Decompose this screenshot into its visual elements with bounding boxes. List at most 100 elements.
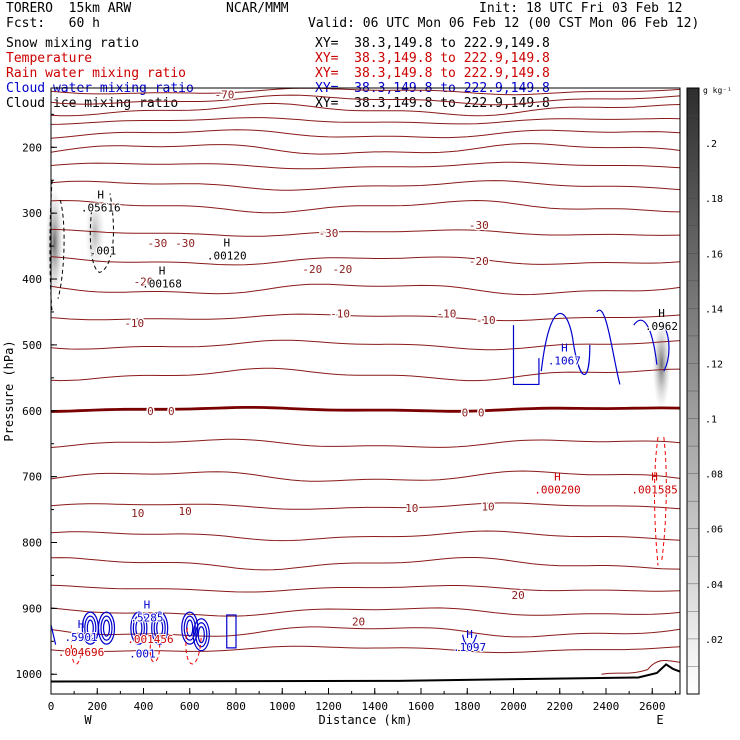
x-tick-label: 800 [226, 700, 246, 713]
valid-time: Valid: 06 UTC Mon 06 Feb 12 (00 CST Mon … [308, 16, 700, 31]
max-value-label: .05616 [81, 202, 121, 215]
isotherm-line [50, 129, 681, 139]
isotherm-line [50, 199, 681, 214]
isotherm-line [50, 228, 681, 237]
cloud-water-contour [192, 618, 210, 652]
x-tick-label: 600 [180, 700, 200, 713]
max-marker-label: H [651, 470, 658, 483]
x-tick-label: 200 [87, 700, 107, 713]
isotherm-line [50, 143, 681, 155]
isotherm-line [50, 626, 681, 638]
isotherm-line [50, 438, 681, 448]
isotherm-label: 10 [405, 502, 418, 515]
cloud-water-contour [181, 611, 199, 645]
isotherm-label: -20 [134, 276, 154, 289]
y-tick-label: 1000 [16, 668, 43, 681]
isotherm-label: -20 [302, 263, 322, 276]
max-value-label: .001456 [127, 633, 173, 646]
isotherm-line [50, 94, 681, 106]
max-marker-label: H [554, 470, 561, 483]
y-tick-label: 700 [22, 471, 42, 484]
cloud-water-contour [86, 619, 94, 637]
field-xy-rain: XY= 38.3,149.8 to 222.9,149.8 [315, 66, 550, 81]
cloud-water-contour [195, 622, 208, 648]
colorbar: .02 .04 .06 .08 .1 .12 .14 .16 .18 .2 g kg⁻¹ [686, 86, 732, 695]
max-marker-label: H [561, 341, 568, 354]
max-value-label: .000200 [534, 483, 580, 496]
field-xy-cloud-ice: XY= 38.3,149.8 to 222.9,149.8 [315, 96, 550, 111]
colorbar-tick-label: .12 [705, 359, 723, 370]
isotherm-label: 0 [478, 407, 485, 420]
y-tick-label: 200 [22, 141, 42, 154]
isotherm-label: -30 [319, 227, 339, 240]
cloud-water-contour [183, 615, 196, 641]
max-value-label: .1067 [548, 354, 581, 367]
isotherm-line [50, 607, 681, 617]
max-marker-label: H [78, 618, 85, 631]
isotherm-label: -10 [437, 307, 457, 320]
x-tick-label: 1400 [362, 700, 389, 713]
isotherm-line [601, 659, 681, 675]
plot-frame [50, 87, 681, 695]
isotherm-label: 10 [481, 500, 494, 513]
isotherm-label: 20 [512, 589, 525, 602]
x-tick-label: 400 [134, 700, 154, 713]
x-tick-label: 1600 [408, 700, 435, 713]
isotherm-line [50, 530, 681, 542]
y-tick-label: 800 [22, 537, 42, 550]
max-marker-label: H [466, 628, 473, 641]
isotherm-line [50, 406, 681, 413]
isotherm-label: 10 [131, 507, 144, 520]
rain-contour [654, 437, 667, 566]
max-marker-label: H [144, 598, 151, 611]
cloud-water-contour [132, 615, 145, 641]
plot-border [50, 87, 681, 695]
max-marker-label: H [97, 189, 104, 202]
field-label-temperature: Temperature [6, 51, 93, 66]
max-value-labels: H.05616.001H.00168H.00120H.0962H.1067H.0… [57, 189, 679, 662]
y-tick-label: 600 [22, 405, 42, 418]
snow-shade [45, 187, 64, 298]
cloud-water-contour [130, 611, 148, 645]
isotherm-line [50, 87, 681, 96]
temperature-labels: -70 -30 -30 -30 -30 -20 -20 -20 -20 -10 -10 -10 -10 0… [123, 87, 526, 630]
cloud-water-contour [100, 615, 113, 641]
colorbar-tick-label: .04 [705, 580, 723, 591]
cloud-water-contour [153, 615, 166, 641]
isotherm-label: 0 [147, 405, 154, 418]
field-label-rain: Rain water mixing ratio [6, 66, 187, 81]
colorbar-tick-label: .16 [705, 249, 723, 260]
y-axis-title: Pressure (hPa) [2, 340, 16, 441]
isotherm-label: 0 [168, 405, 175, 418]
snow-mixing-shading [45, 187, 671, 410]
isotherm-line [50, 161, 681, 170]
isotherm-line [50, 117, 681, 125]
isotherm-label: 0 [462, 407, 469, 420]
isotherm-line [50, 102, 681, 117]
snow-contour [89, 193, 114, 273]
max-value-label: .5901 [65, 631, 98, 644]
temperature-isotherms [50, 87, 681, 654]
isotherm-label: -10 [124, 317, 144, 330]
isotherm-label: -20 [469, 255, 489, 268]
y-tick-label: 900 [22, 602, 42, 615]
cloud-water-contour [97, 611, 116, 645]
moisture-contours [49, 180, 670, 665]
isotherm-label: -10 [330, 307, 350, 320]
colorbar-tick-label: .14 [705, 304, 723, 315]
isotherm-line [50, 283, 681, 296]
max-value-label: .0962 [645, 320, 678, 333]
max-marker-label: H [159, 264, 166, 277]
max-marker-label: H [658, 307, 665, 320]
isotherm-label: -30 [147, 237, 167, 250]
isotherm-line [50, 584, 681, 593]
rain-contour [70, 628, 202, 665]
isotherm-label: -10 [476, 314, 496, 327]
max-value-label: .001585 [631, 483, 677, 496]
cloud-water-contour [197, 626, 205, 644]
init-time: Init: 18 UTC Fri 03 Feb 12 [479, 1, 683, 16]
colorbar-tick-label: .08 [705, 470, 723, 481]
colorbar-tick-label: .02 [705, 635, 723, 646]
cloud-water-contour [135, 619, 143, 637]
